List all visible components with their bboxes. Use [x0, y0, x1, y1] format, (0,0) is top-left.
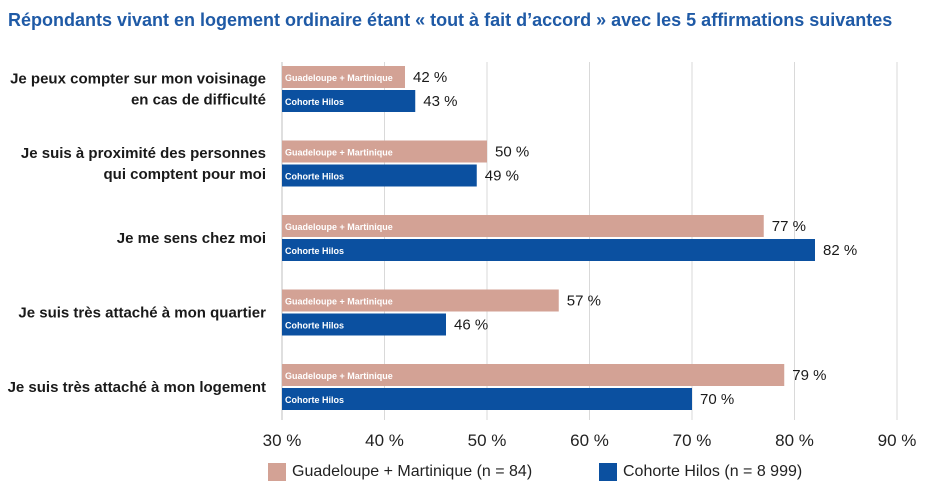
- data-label: 57 %: [567, 293, 601, 310]
- bar-series-label: Cohorte Hilos: [285, 395, 344, 405]
- legend-swatch-hilos: [599, 463, 617, 481]
- bar-series-label: Cohorte Hilos: [285, 321, 344, 331]
- category-label: Je suis à proximité des personnes: [21, 145, 266, 162]
- bar: [282, 90, 416, 112]
- bar-series-label: Guadeloupe + Martinique: [285, 371, 393, 381]
- data-label: 50 %: [495, 144, 529, 161]
- x-tick-label: 70 %: [673, 431, 712, 450]
- x-tick-label: 90 %: [878, 431, 917, 450]
- data-label: 77 %: [772, 218, 806, 235]
- bar: [282, 364, 785, 386]
- data-label: 46 %: [454, 317, 488, 334]
- bar: [282, 215, 764, 237]
- bar-series-label: Guadeloupe + Martinique: [285, 148, 393, 158]
- category-label: Je peux compter sur mon voisinage: [10, 71, 266, 88]
- data-label: 42 %: [413, 69, 447, 86]
- bar-series-label: Cohorte Hilos: [285, 172, 344, 182]
- legend-item-guadeloupe: Guadeloupe + Martinique (n = 84): [268, 462, 532, 482]
- bar-series-label: Guadeloupe + Martinique: [285, 73, 393, 83]
- bar: [282, 66, 405, 88]
- bar-series-label: Cohorte Hilos: [285, 246, 344, 256]
- legend-label-hilos: Cohorte Hilos (n = 8 999): [623, 463, 803, 480]
- category-label: Je suis très attaché à mon logement: [8, 379, 266, 396]
- bar-series-label: Guadeloupe + Martinique: [285, 297, 393, 307]
- chart-title: Répondants vivant en logement ordinaire …: [8, 10, 893, 30]
- x-tick-label: 50 %: [468, 431, 507, 450]
- bar: [282, 140, 487, 163]
- legend-label-guadeloupe: Guadeloupe + Martinique (n = 84): [292, 463, 533, 480]
- category-label: Je suis très attaché à mon quartier: [18, 305, 266, 322]
- category-label: en cas de difficulté: [131, 92, 266, 109]
- bar: [282, 164, 477, 187]
- x-tick-label: 40 %: [365, 431, 404, 450]
- x-tick-label: 30 %: [263, 431, 302, 450]
- data-label: 49 %: [485, 168, 519, 185]
- bar-series-label: Cohorte Hilos: [285, 97, 344, 107]
- data-label: 43 %: [423, 93, 457, 110]
- x-tick-label: 80 %: [775, 431, 814, 450]
- category-label: Je me sens chez moi: [117, 230, 266, 247]
- data-label: 82 %: [823, 242, 857, 259]
- x-tick-label: 60 %: [570, 431, 609, 450]
- bar: [282, 289, 559, 312]
- bar: [282, 239, 815, 261]
- bar: [282, 313, 446, 336]
- bar-series-label: Guadeloupe + Martinique: [285, 222, 393, 232]
- bar: [282, 388, 692, 410]
- legend-item-hilos: Cohorte Hilos (n = 8 999): [599, 462, 802, 482]
- bar-chart: 30 % 40 % 50 % 60 % 70 % 80 % 90 % Je peux comp…: [8, 62, 917, 450]
- data-label: 79 %: [792, 367, 826, 384]
- legend-swatch-guadeloupe: [268, 463, 286, 481]
- category-label: qui comptent pour moi: [104, 166, 267, 183]
- data-label: 70 %: [700, 391, 734, 408]
